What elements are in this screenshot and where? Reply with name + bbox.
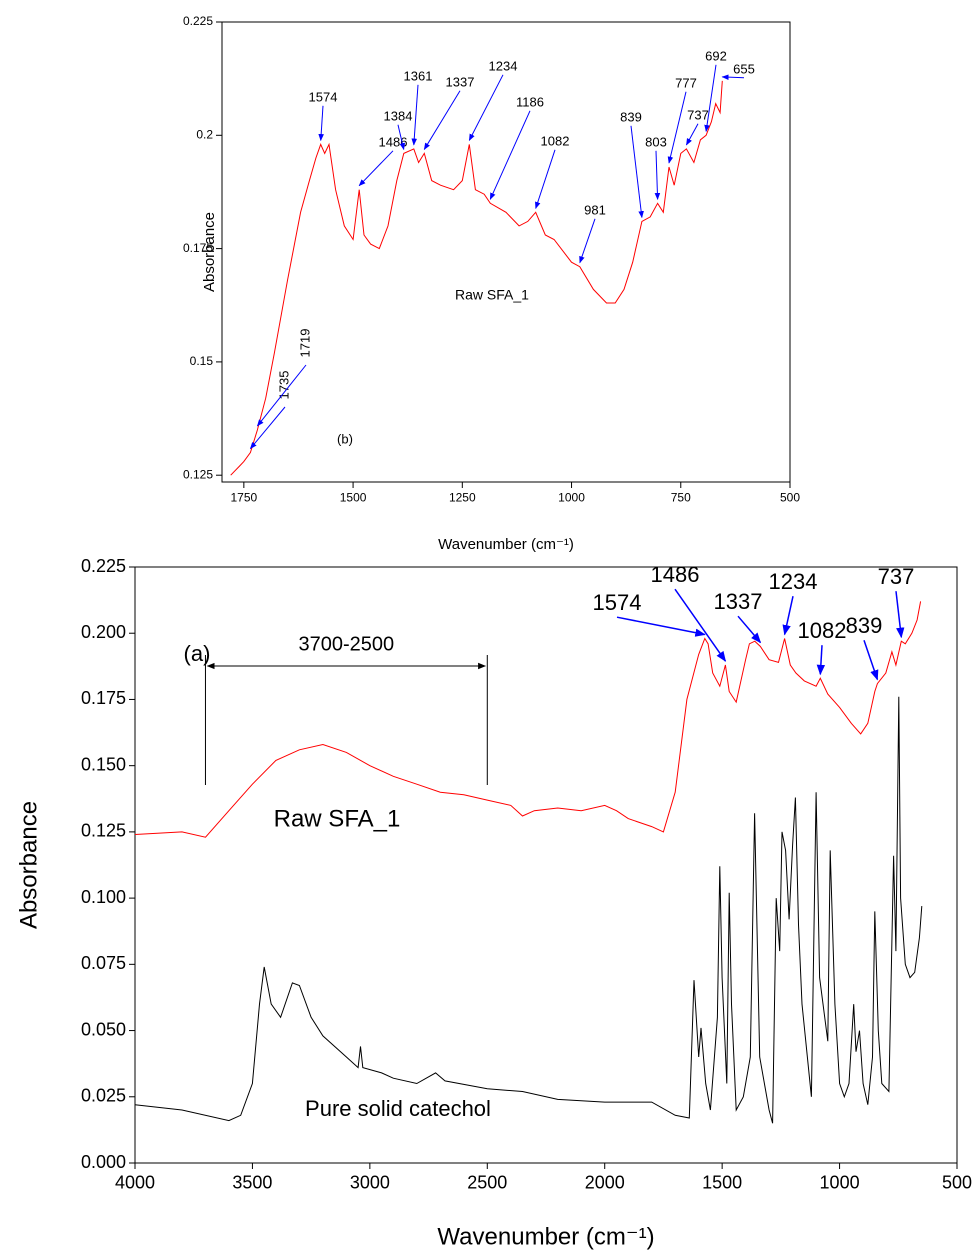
peak-arrow [579, 218, 596, 264]
range-label: 3700-2500 [299, 633, 395, 655]
x-tick-label: 1000 [558, 491, 585, 505]
peak-label: 839 [846, 613, 883, 638]
peak-label: 655 [733, 61, 755, 76]
x-tick-label: 4000 [115, 1172, 155, 1192]
peak-arrow [318, 105, 324, 142]
peak-arrow [704, 64, 717, 132]
peak-label: 981 [584, 202, 606, 217]
x-tick-label: 2500 [467, 1172, 507, 1192]
series-label: Raw SFA_1 [274, 805, 401, 832]
x-tick-label: 500 [780, 491, 800, 505]
peak-arrow [816, 645, 826, 676]
x-tick-label: 3500 [232, 1172, 272, 1192]
peak-arrow [654, 150, 661, 200]
peak-arrow [358, 150, 394, 187]
y-tick-label: 0.225 [183, 14, 213, 28]
peak-arrow [895, 591, 905, 639]
spectrum-line [230, 80, 723, 476]
y-tick-label: 0.125 [183, 467, 213, 481]
peak-label: 1186 [516, 94, 544, 109]
peak-label: 1234 [769, 569, 818, 594]
peak-arrow [489, 110, 531, 200]
peak-label: 1735 [276, 371, 291, 400]
plot-frame [221, 21, 791, 483]
peak-arrow [397, 124, 406, 151]
x-tick-label: 750 [671, 491, 691, 505]
y-tick-label: 0.225 [81, 556, 126, 576]
peak-label: 1486 [651, 562, 700, 587]
peak-arrow [863, 639, 879, 681]
y-tick-label: 0.000 [81, 1152, 126, 1172]
peak-arrow [667, 91, 687, 164]
peak-arrow [782, 596, 794, 636]
peak-label: 1337 [714, 589, 763, 614]
x-tick-label: 1750 [230, 491, 257, 505]
peak-label: 737 [878, 564, 915, 589]
y-tick-label: 0.2 [196, 127, 213, 141]
panel-label: (b) [337, 431, 353, 446]
x-tick-label: 1000 [820, 1172, 860, 1192]
peak-arrow [686, 123, 699, 146]
x-tick-label: 1500 [702, 1172, 742, 1192]
x-axis-label: Wavenumber (cm⁻¹) [438, 536, 574, 553]
peak-label: 1719 [297, 329, 312, 358]
y-tick-label: 0.025 [81, 1086, 126, 1106]
panel-label: (a) [184, 641, 211, 666]
y-tick-label: 0.150 [81, 754, 126, 774]
peak-arrow [411, 84, 419, 146]
peak-arrow [674, 588, 727, 662]
x-tick-label: 1500 [340, 491, 367, 505]
x-tick-label: 1250 [449, 491, 476, 505]
peak-arrow [249, 406, 286, 450]
peak-label: 839 [620, 109, 642, 124]
y-tick-label: 0.175 [81, 688, 126, 708]
peak-label: 803 [645, 134, 667, 149]
y-tick-label: 0.175 [183, 241, 213, 255]
peak-label: 777 [675, 75, 697, 90]
plot-frame [134, 566, 958, 1164]
peak-label: 692 [705, 48, 727, 63]
x-tick-label: 2000 [585, 1172, 625, 1192]
spectrum-line [134, 696, 923, 1124]
peak-arrow [256, 364, 307, 427]
y-axis-label: Absorbance [201, 212, 218, 292]
y-tick-label: 0.15 [190, 354, 214, 368]
y-tick-label: 0.050 [81, 1019, 126, 1039]
peak-arrow [721, 74, 745, 80]
peak-arrow [468, 74, 504, 141]
peak-label: 1574 [309, 89, 338, 104]
series-label: Pure solid catechol [305, 1096, 491, 1121]
peak-label: 1361 [404, 68, 433, 83]
peak-label: 1337 [446, 74, 475, 89]
peak-arrow [630, 125, 644, 219]
spectrum-line [134, 601, 922, 838]
y-tick-label: 0.200 [81, 622, 126, 642]
y-tick-label: 0.125 [81, 821, 126, 841]
peak-label: 1574 [593, 590, 642, 615]
series-label: Raw SFA_1 [455, 287, 529, 303]
peak-arrow [423, 90, 461, 151]
peak-arrow [737, 615, 762, 644]
peak-arrow [535, 149, 556, 210]
x-axis-label: Wavenumber (cm⁻¹) [437, 1223, 654, 1250]
peak-label: 1082 [541, 133, 570, 148]
peak-label: 1082 [798, 618, 847, 643]
y-axis-label: Absorbance [15, 801, 42, 929]
x-tick-label: 3000 [350, 1172, 390, 1192]
y-tick-label: 0.100 [81, 887, 126, 907]
x-tick-label: 500 [942, 1172, 972, 1192]
peak-label: 737 [687, 107, 709, 122]
peak-label: 1234 [489, 58, 518, 73]
peak-arrow [616, 616, 706, 637]
y-tick-label: 0.075 [81, 953, 126, 973]
peak-label: 1384 [384, 108, 413, 123]
